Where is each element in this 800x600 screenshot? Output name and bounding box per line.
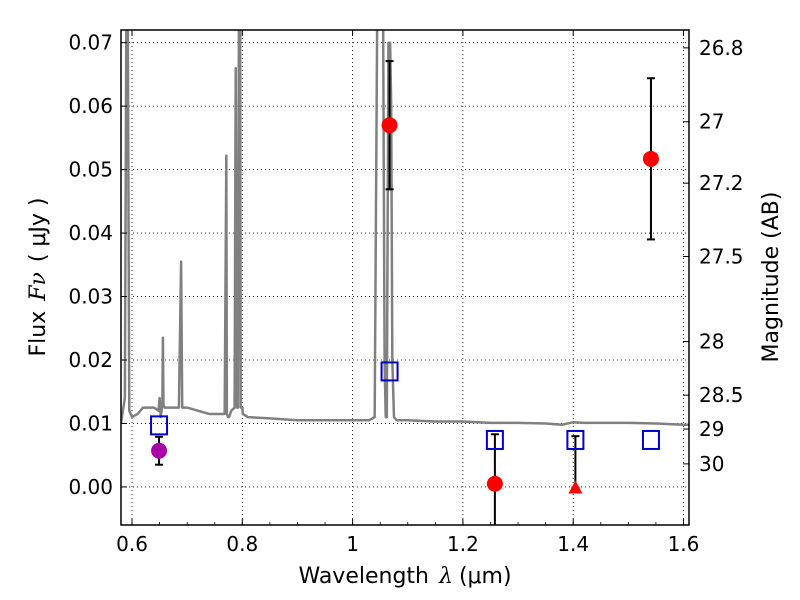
x-tick-label: 1.4 [557,532,589,556]
model-square [380,361,399,382]
axis-ticks: 0.6 0.8 1 1.2 1.4 1.6 0.00 0.01 0.02 0.03 0.04 0.05… [68,30,744,556]
y-tick-label: 0.04 [68,221,113,245]
magnitude-tick-label: 27 [699,110,724,134]
error-bars [155,60,655,525]
y-tick-label: 0.07 [68,31,113,55]
magnitude-tick-label: 30 [699,452,724,476]
magnitude-tick-label: 27.2 [699,171,744,195]
y-tick-label: 0.00 [68,475,113,499]
model-square [150,415,169,436]
model-square [485,429,504,450]
grid-lines [121,30,689,525]
y-tick-label: 0.03 [68,285,113,309]
observed-point [642,150,659,167]
y-axis-label-text: Flux [26,311,51,357]
plot-area-background [121,30,689,525]
magnitude-tick-label: 26.8 [699,36,744,60]
y-tick-label: 0.02 [68,348,113,372]
observed-point [381,117,398,134]
magnitude-tick-label: 28 [699,330,724,354]
x-tick-label: 0.6 [116,532,148,556]
magnitude-tick-label: 27.5 [699,245,744,269]
x-tick-label: 1.2 [447,532,479,556]
secondary-y-axis-label: Magnitude (AB) [759,192,784,363]
plot-frame [120,29,690,526]
upper-limit-triangle [568,480,583,494]
magnitude-tick-label: 28.5 [699,383,744,407]
x-axis-label: Wavelength λ (μm) [298,564,511,589]
data-markers [150,117,660,494]
sed-line [121,30,689,426]
x-tick-label: 1.6 [668,532,700,556]
magnitude-tick-label: 29 [699,417,724,441]
y-axis-label: Flux Fν ( μJy ) [26,197,51,356]
model-square [641,429,660,450]
y-axis-label-unit: ( μJy ) [26,197,51,262]
x-axis-label-unit: (μm) [459,564,512,589]
x-tick-label: 0.8 [226,532,258,556]
observed-point [486,475,503,492]
x-axis-label-symbol: λ [438,564,453,589]
y-tick-label: 0.06 [68,94,113,118]
x-axis-label-text: Wavelength [298,564,429,589]
y-tick-label: 0.01 [68,411,113,435]
model-square [566,429,585,450]
x-tick-label: 1 [346,532,359,556]
purple-point [151,442,168,459]
sed-spectrum [121,30,689,426]
y-axis-label-symbol: Fν [26,272,51,302]
y-tick-label: 0.05 [68,158,113,182]
